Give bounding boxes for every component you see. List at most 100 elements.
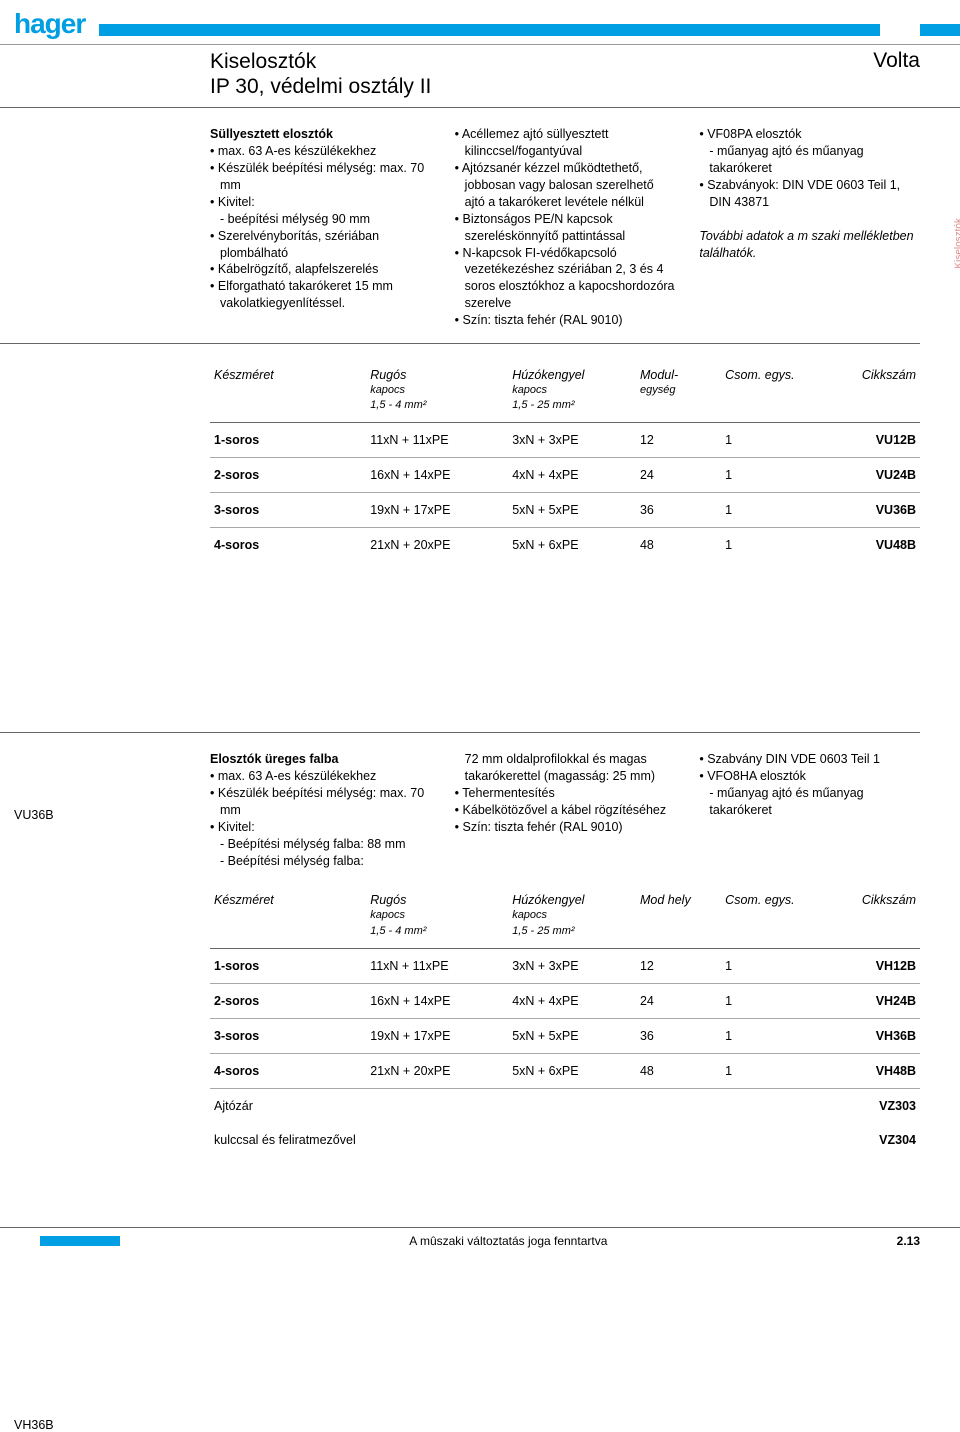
cell-keszmeret: 2-soros xyxy=(210,983,366,1018)
section1-col3: VF08PA elosztók - műanyag ajtó és műanya… xyxy=(699,126,920,329)
th-cikkszam: Cikkszám xyxy=(821,358,920,423)
section2-col3: Szabvány DIN VDE 0603 Teil 1 VFO8HA elos… xyxy=(699,751,920,869)
list-item: VFO8HA elosztók xyxy=(699,768,920,785)
table2-wrap: Készméret Rugós kapocs 1,5 - 4 mm² Húzók… xyxy=(0,883,960,1166)
cell-rugos: 19xN + 17xPE xyxy=(366,1018,508,1053)
list-item: VF08PA elosztók xyxy=(699,126,920,143)
th-modul: Modul- egység xyxy=(636,358,721,423)
th-rugos: Rugós kapocs 1,5 - 4 mm² xyxy=(366,883,508,948)
cell-rugos: 11xN + 11xPE xyxy=(366,423,508,458)
list-item: Készülék beépítési mélység: max. 70 mm xyxy=(210,785,431,819)
table-row: 2-soros16xN + 14xPE4xN + 4xPE241VU24B xyxy=(210,458,920,493)
cell-huzokengyel: 3xN + 3xPE xyxy=(508,423,636,458)
section2-col3-list: Szabvány DIN VDE 0603 Teil 1 VFO8HA elos… xyxy=(699,751,920,785)
list-item: Szín: tiszta fehér (RAL 9010) xyxy=(455,819,676,836)
section1-col1: Süllyesztett elosztók max. 63 A-es készü… xyxy=(210,126,431,329)
cell-cikkszam: VZ303 xyxy=(821,1088,920,1123)
list-item: max. 63 A-es készülékekhez xyxy=(210,768,431,785)
cell-modul: 36 xyxy=(636,493,721,528)
th-keszmeret: Készméret xyxy=(210,883,366,948)
cell-extra-label: kulccsal és feliratmezővel xyxy=(210,1123,821,1157)
cell-csom: 1 xyxy=(721,983,820,1018)
cell-modul: 48 xyxy=(636,528,721,563)
section2-col1: Elosztók üreges falba max. 63 A-es készü… xyxy=(210,751,431,869)
brand-logo: hager xyxy=(0,8,99,44)
side-tab-label: Kiselosztók xyxy=(954,218,960,269)
page-content: Kiselosztók Süllyesztett elosztók max. 6… xyxy=(0,108,960,1166)
list-item: Biztonságos PE/N kapcsok szereléskönnyít… xyxy=(455,211,676,245)
section2-col2: 72 mm oldalprofilokkal és magas takaróke… xyxy=(455,751,676,869)
section2-title: Elosztók üreges falba xyxy=(210,751,431,768)
cell-keszmeret: 4-soros xyxy=(210,528,366,563)
th-keszmeret: Készméret xyxy=(210,358,366,423)
list-item: Acéllemez ajtó süllyesztett kilinccsel/f… xyxy=(455,126,676,160)
cell-keszmeret: 2-soros xyxy=(210,458,366,493)
list-item: max. 63 A-es készülékekhez xyxy=(210,143,431,160)
footer-bar-decor xyxy=(40,1236,120,1246)
table1-wrap: Készméret Rugós kapocs 1,5 - 4 mm² Húzók… xyxy=(0,344,960,572)
col2-pre: 72 mm oldalprofilokkal és magas takaróke… xyxy=(455,751,676,785)
footer-center-text: A mûszaki változtatás joga fenntartva xyxy=(409,1234,607,1248)
page-title-right: Volta xyxy=(873,49,920,99)
title-line1: Kiselosztók xyxy=(210,50,316,73)
list-item: Ajtózsanér kézzel működtethető, jobbosan… xyxy=(455,160,676,211)
list-item: Készülék beépítési mélység: max. 70 mm xyxy=(210,160,431,194)
cell-rugos: 21xN + 20xPE xyxy=(366,528,508,563)
top-bar: hager xyxy=(0,0,960,45)
cell-keszmeret: 4-soros xyxy=(210,1053,366,1088)
cell-huzokengyel: 5xN + 6xPE xyxy=(508,528,636,563)
cell-huzokengyel: 5xN + 6xPE xyxy=(508,1053,636,1088)
cell-modul: 24 xyxy=(636,983,721,1018)
cell-rugos: 16xN + 14xPE xyxy=(366,458,508,493)
section1-col3-list: VF08PA elosztók xyxy=(699,126,920,143)
cell-csom: 1 xyxy=(721,423,820,458)
section1-desc: Süllyesztett elosztók max. 63 A-es készü… xyxy=(0,108,960,343)
cell-csom: 1 xyxy=(721,458,820,493)
table-extra-row: AjtózárVZ303 xyxy=(210,1088,920,1123)
table1: Készméret Rugós kapocs 1,5 - 4 mm² Húzók… xyxy=(210,358,920,562)
section1-col1-list: max. 63 A-es készülékekhez Készülék beép… xyxy=(210,143,431,211)
cell-rugos: 21xN + 20xPE xyxy=(366,1053,508,1088)
th-huzokengyel: Húzókengyel kapocs 1,5 - 25 mm² xyxy=(508,358,636,423)
table-row: 1-soros11xN + 11xPE3xN + 3xPE121VH12B xyxy=(210,948,920,983)
section1-title: Süllyesztett elosztók xyxy=(210,126,431,143)
section1-col2-list: Acéllemez ajtó süllyesztett kilinccsel/f… xyxy=(455,126,676,329)
cell-cikkszam: VZ304 xyxy=(821,1123,920,1157)
section1-col2: Acéllemez ajtó süllyesztett kilinccsel/f… xyxy=(455,126,676,329)
title-line2: IP 30, védelmi osztály II xyxy=(210,75,431,98)
section2-col1-list: max. 63 A-es készülékekhez Készülék beép… xyxy=(210,768,431,836)
cell-huzokengyel: 5xN + 5xPE xyxy=(508,493,636,528)
cell-csom: 1 xyxy=(721,948,820,983)
cell-keszmeret: 3-soros xyxy=(210,1018,366,1053)
th-modhely: Mod hely xyxy=(636,883,721,948)
th-csom: Csom. egys. xyxy=(721,883,820,948)
product-label-1: VU36B xyxy=(14,808,54,822)
table-row: 4-soros21xN + 20xPE5xN + 6xPE481VU48B xyxy=(210,528,920,563)
cell-modul: 48 xyxy=(636,1053,721,1088)
list-item: Elforgatható takarókeret 15 mm vakolatki… xyxy=(210,278,431,312)
table-row: 2-soros16xN + 14xPE4xN + 4xPE241VH24B xyxy=(210,983,920,1018)
th-csom: Csom. egys. xyxy=(721,358,820,423)
cell-cikkszam: VH36B xyxy=(821,1018,920,1053)
th-rugos: Rugós kapocs 1,5 - 4 mm² xyxy=(366,358,508,423)
sublist: - műanyag ajtó és műanyag takarókeret xyxy=(699,785,920,819)
cell-cikkszam: VH24B xyxy=(821,983,920,1018)
cell-keszmeret: 3-soros xyxy=(210,493,366,528)
section2-col2-list: Tehermentesítés Kábelkötözővel a kábel r… xyxy=(455,785,676,836)
cell-huzokengyel: 4xN + 4xPE xyxy=(508,983,636,1018)
footer-page-number: 2.13 xyxy=(897,1234,920,1248)
section1-col3-list2: Szabványok: DIN VDE 0603 Teil 1, DIN 438… xyxy=(699,177,920,211)
page-footer: A mûszaki változtatás joga fenntartva 2.… xyxy=(0,1227,960,1278)
cell-modul: 36 xyxy=(636,1018,721,1053)
cell-extra-label: Ajtózár xyxy=(210,1088,821,1123)
cell-csom: 1 xyxy=(721,1053,820,1088)
cell-cikkszam: VU12B xyxy=(821,423,920,458)
table-row: 1-soros11xN + 11xPE3xN + 3xPE121VU12B xyxy=(210,423,920,458)
th-huzokengyel: Húzókengyel kapocs 1,5 - 25 mm² xyxy=(508,883,636,948)
th-cikkszam: Cikkszám xyxy=(821,883,920,948)
table2: Készméret Rugós kapocs 1,5 - 4 mm² Húzók… xyxy=(210,883,920,1156)
list-item: N-kapcsok FI-védőkapcsoló vezetékezéshez… xyxy=(455,245,676,313)
cell-cikkszam: VH12B xyxy=(821,948,920,983)
table-row: 3-soros19xN + 17xPE5xN + 5xPE361VH36B xyxy=(210,1018,920,1053)
table-row: 4-soros21xN + 20xPE5xN + 6xPE481VH48B xyxy=(210,1053,920,1088)
